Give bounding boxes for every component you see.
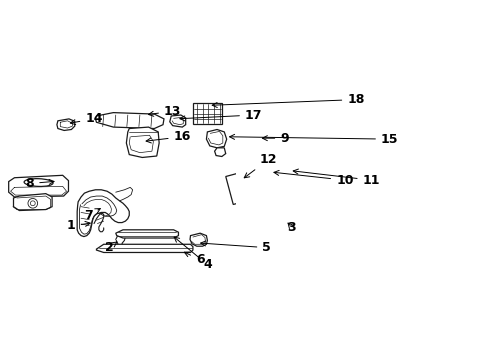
Text: 17: 17 — [180, 108, 262, 122]
Polygon shape — [268, 183, 285, 226]
Polygon shape — [214, 148, 225, 157]
Polygon shape — [14, 194, 52, 211]
Polygon shape — [248, 134, 270, 156]
Polygon shape — [190, 233, 207, 246]
Text: 7: 7 — [84, 208, 100, 222]
Polygon shape — [126, 127, 159, 157]
Polygon shape — [251, 159, 270, 174]
Text: 15: 15 — [229, 132, 398, 146]
Polygon shape — [9, 175, 68, 197]
Ellipse shape — [24, 179, 53, 186]
Text: 11: 11 — [293, 169, 379, 186]
Text: 16: 16 — [146, 130, 191, 143]
Text: 4: 4 — [174, 237, 211, 271]
Polygon shape — [57, 119, 75, 130]
Text: 12: 12 — [244, 153, 277, 178]
Text: 14: 14 — [70, 112, 102, 125]
Polygon shape — [193, 103, 222, 124]
Text: 3: 3 — [287, 221, 296, 234]
Polygon shape — [206, 130, 226, 148]
Text: 18: 18 — [212, 93, 364, 108]
Polygon shape — [225, 170, 256, 204]
Text: 6: 6 — [184, 252, 204, 266]
Text: 9: 9 — [262, 132, 288, 145]
Polygon shape — [96, 244, 193, 252]
Text: 13: 13 — [148, 105, 181, 118]
Polygon shape — [116, 230, 178, 238]
Text: 5: 5 — [200, 241, 270, 254]
Text: 1: 1 — [67, 220, 90, 233]
Text: 2: 2 — [104, 241, 117, 254]
Text: 10: 10 — [273, 170, 353, 186]
Polygon shape — [169, 115, 185, 127]
Text: 8: 8 — [25, 177, 54, 190]
Polygon shape — [95, 113, 163, 129]
Polygon shape — [77, 190, 129, 237]
Polygon shape — [278, 160, 292, 173]
